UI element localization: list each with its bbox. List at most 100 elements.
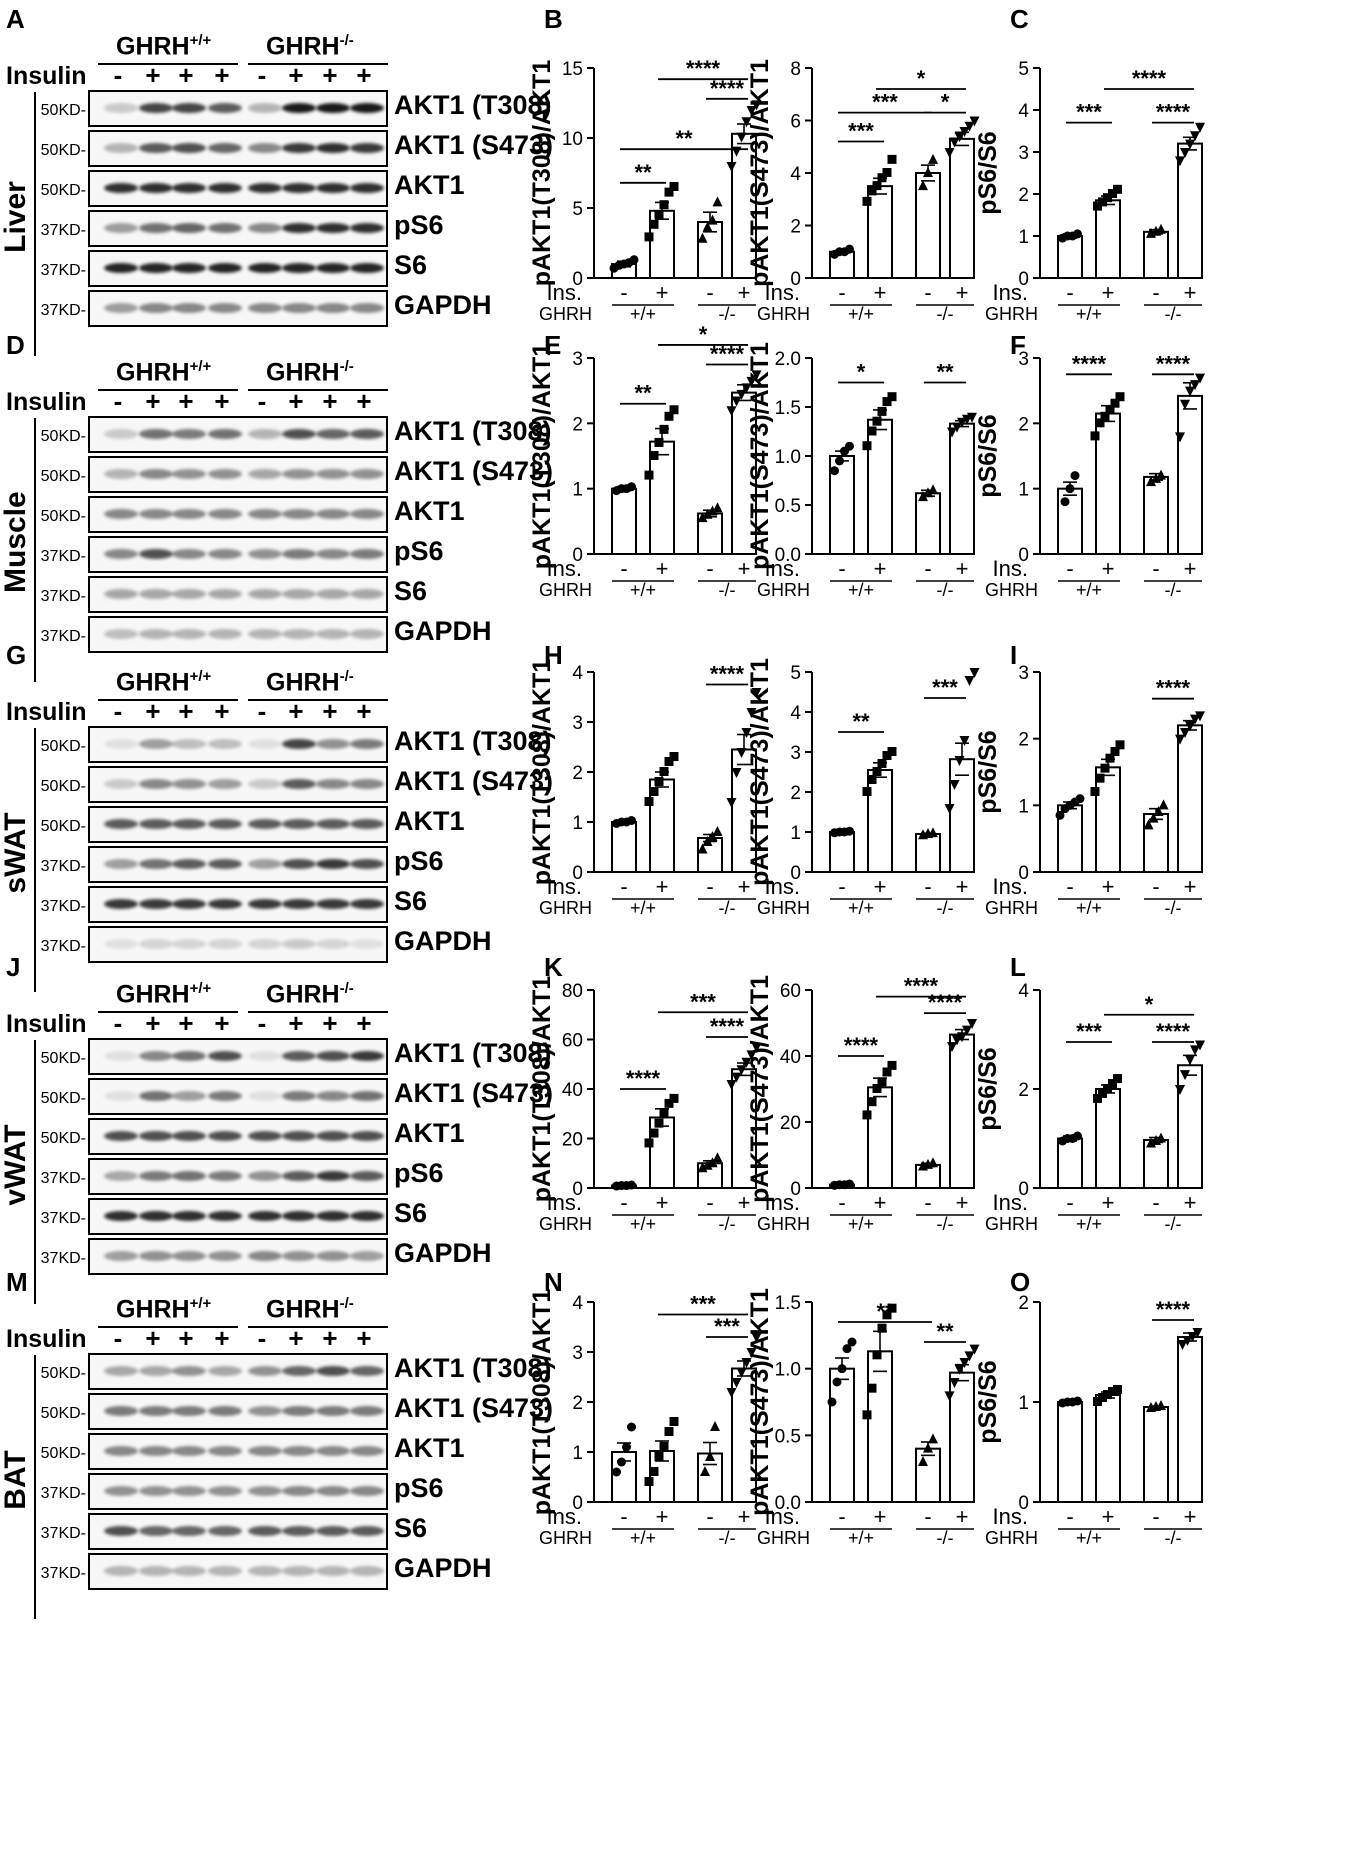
group-ko-tick: -/- [1165,580,1182,600]
protein-label: GAPDH [394,1553,492,1583]
band [282,1091,316,1101]
blot-strip-s6 [88,1513,388,1550]
data-point [1182,1336,1193,1346]
data-point [712,1152,723,1163]
insulin-sign: + [322,60,338,90]
data-point [1075,794,1085,804]
band [172,629,206,639]
group-underline-ko [248,1326,388,1328]
band [282,1486,316,1496]
data-point [1190,714,1200,725]
band [282,183,316,193]
ins-sign-1: - [838,280,845,305]
panel-letter-E: E [544,330,562,360]
band [248,739,282,749]
ins-sign-4: + [738,1190,751,1215]
band [208,143,242,153]
band [316,263,350,273]
ghrh-row-label: GHRH [985,580,1038,600]
protein-label: S6 [394,1513,428,1543]
band [282,509,316,519]
group-wt-tick: +/+ [848,304,874,324]
protein-label: S6 [394,576,428,606]
ins-row-label: Ins. [993,556,1028,581]
band [104,1486,138,1496]
ins-sign-1: - [620,874,627,899]
data-point [1190,380,1200,391]
band [282,1211,316,1221]
band [172,143,206,153]
band [350,1446,384,1456]
data-point [664,1098,674,1108]
data-point [627,482,636,492]
insulin-sign: - [257,1008,267,1038]
bar [867,769,893,873]
data-point [944,804,955,814]
band [172,223,206,233]
data-point [862,441,872,451]
data-point [952,422,962,433]
bar [1057,235,1083,279]
blot-strip-s6 [88,576,388,613]
data-point [845,1179,854,1189]
data-point [957,417,967,428]
kd-marker: 37KD- [40,858,86,875]
blot-strip-ps6 [88,536,388,573]
band [248,859,282,869]
y-tick-label: 2.0 [775,349,801,370]
y-tick-label: 0 [790,1179,801,1200]
tissue-bracket [34,1355,36,1619]
data-point [705,1451,715,1461]
data-point [1108,1387,1117,1396]
y-tick-label: 0 [790,269,801,290]
panel-letter-L: L [1010,952,1026,982]
band [350,1406,384,1416]
insulin-sign: + [214,386,230,416]
band [172,1051,206,1061]
group-ko-tick: -/- [719,580,736,600]
y-tick-label: 1 [1018,480,1029,501]
data-point [669,182,679,191]
y-axis-title: pAKT1(T308)/AKT1 [528,343,556,570]
group-wt-label: GHRH [116,358,190,387]
group-ko-label: GHRH [266,32,340,61]
band [208,779,242,789]
bar [1177,1064,1203,1189]
significance-label: *** [714,1314,740,1339]
panel-letter-J: J [6,952,21,982]
group-underline-wt [98,63,238,65]
y-tick-label: 0 [572,1493,583,1514]
band [350,779,384,789]
band [208,1171,242,1181]
ins-sign-2: + [1102,556,1115,581]
band [172,739,206,749]
y-tick-label: 0 [572,863,583,884]
band [316,739,350,749]
ins-sign-1: - [838,556,845,581]
data-point [707,505,718,516]
band [248,1566,282,1576]
band [282,1406,316,1416]
band [282,1171,316,1181]
significance-label: **** [686,56,721,81]
blot-strip-gapdh [88,616,388,653]
band [104,1366,138,1376]
band [139,549,173,559]
band [350,469,384,479]
band [208,589,242,599]
data-point [707,1157,718,1168]
band [350,939,384,949]
group-wt-genotype: +/+ [189,32,212,49]
band [139,1171,173,1181]
blot-strip-akt1-s473- [88,1393,388,1430]
protein-label: pS6 [394,536,444,566]
data-point [654,1118,664,1128]
data-point [644,470,654,480]
kd-marker: 37KD- [40,302,86,319]
band [104,549,138,559]
band [350,1051,384,1061]
band [104,1566,138,1576]
significance-label: **** [1156,1297,1191,1322]
band [248,1366,282,1376]
band [139,429,173,439]
